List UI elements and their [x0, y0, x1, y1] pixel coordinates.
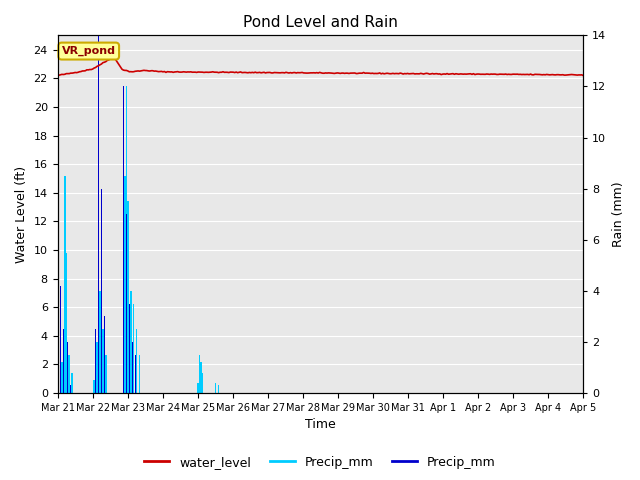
Bar [215, 383, 216, 393]
Bar [139, 355, 140, 393]
Text: VR_pond: VR_pond [61, 46, 116, 56]
Bar [126, 214, 127, 393]
Bar [123, 86, 124, 393]
Bar [127, 202, 129, 393]
Bar [72, 372, 73, 393]
Bar [125, 86, 127, 393]
Title: Pond Level and Rain: Pond Level and Rain [243, 15, 398, 30]
Bar [63, 329, 64, 393]
Bar [99, 291, 100, 393]
Bar [129, 304, 130, 393]
Bar [96, 342, 98, 393]
Bar [93, 380, 95, 393]
Bar [105, 355, 107, 393]
Bar [200, 362, 202, 393]
Bar [65, 252, 67, 393]
Bar [98, 23, 99, 393]
Bar [95, 329, 96, 393]
X-axis label: Time: Time [305, 419, 336, 432]
Bar [199, 355, 200, 393]
Legend: water_level, Precip_mm, Precip_mm: water_level, Precip_mm, Precip_mm [139, 451, 501, 474]
Bar [68, 355, 70, 393]
Bar [104, 316, 105, 393]
Bar [134, 355, 136, 393]
Bar [70, 385, 71, 393]
Bar [60, 286, 61, 393]
Bar [136, 329, 138, 393]
Bar [101, 189, 102, 393]
Bar [218, 385, 220, 393]
Bar [130, 291, 132, 393]
Bar [124, 176, 125, 393]
Bar [202, 372, 204, 393]
Y-axis label: Rain (mm): Rain (mm) [612, 181, 625, 247]
Bar [61, 362, 63, 393]
Bar [64, 176, 66, 393]
Bar [197, 383, 199, 393]
Bar [67, 342, 68, 393]
Bar [133, 304, 134, 393]
Bar [58, 252, 60, 393]
Y-axis label: Water Level (ft): Water Level (ft) [15, 166, 28, 263]
Bar [102, 329, 104, 393]
Bar [60, 368, 61, 393]
